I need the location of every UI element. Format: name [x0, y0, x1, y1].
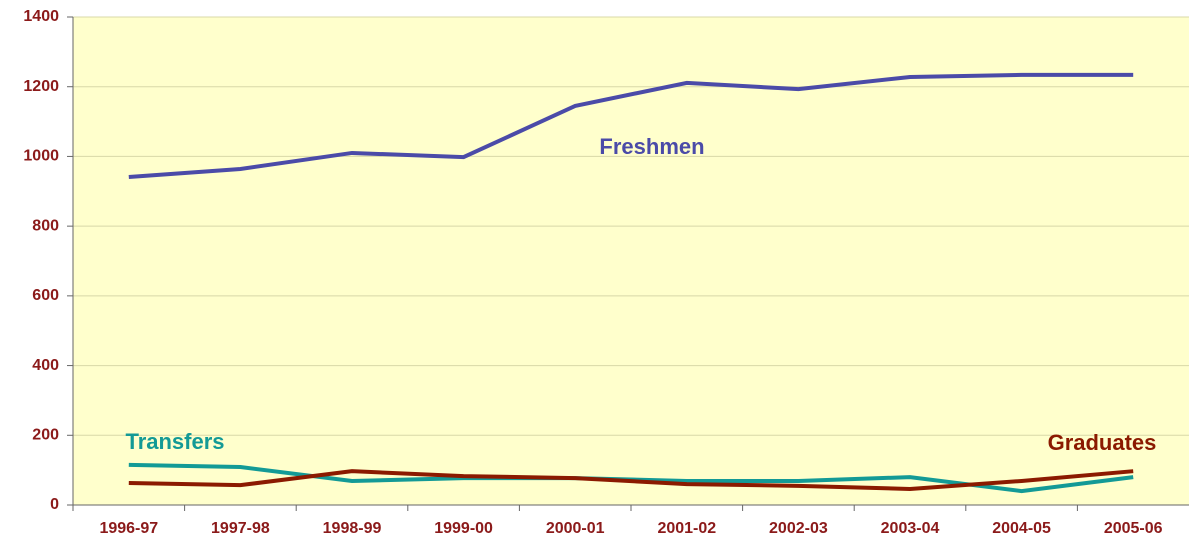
y-tick-label: 200 [32, 427, 59, 444]
x-tick-label: 2003-04 [881, 520, 940, 537]
y-tick-label: 1400 [23, 8, 59, 25]
y-tick-label: 0 [50, 496, 59, 513]
x-tick-label: 1996-97 [99, 520, 158, 537]
x-tick-label: 1997-98 [211, 520, 270, 537]
series-label: Transfers [125, 429, 224, 454]
y-tick-label: 800 [32, 217, 59, 234]
x-tick-label: 2000-01 [546, 520, 605, 537]
x-tick-label: 2001-02 [657, 520, 716, 537]
series-line [128, 469, 1134, 491]
y-tick-label: 1200 [23, 78, 59, 95]
plot-area [73, 17, 1189, 505]
x-tick-label: 1998-99 [323, 520, 382, 537]
x-tick-label: 2004-05 [992, 520, 1051, 537]
x-tick-label: 2002-03 [769, 520, 828, 537]
y-tick-label: 400 [32, 357, 59, 374]
series-line [128, 72, 1134, 179]
y-tick-label: 1000 [23, 148, 59, 165]
y-tick-label: 600 [32, 287, 59, 304]
x-tick-label: 1999-00 [434, 520, 493, 537]
series-label: Graduates [1048, 430, 1157, 455]
x-tick-label: 2005-06 [1104, 520, 1163, 537]
series-label: Freshmen [599, 134, 704, 159]
